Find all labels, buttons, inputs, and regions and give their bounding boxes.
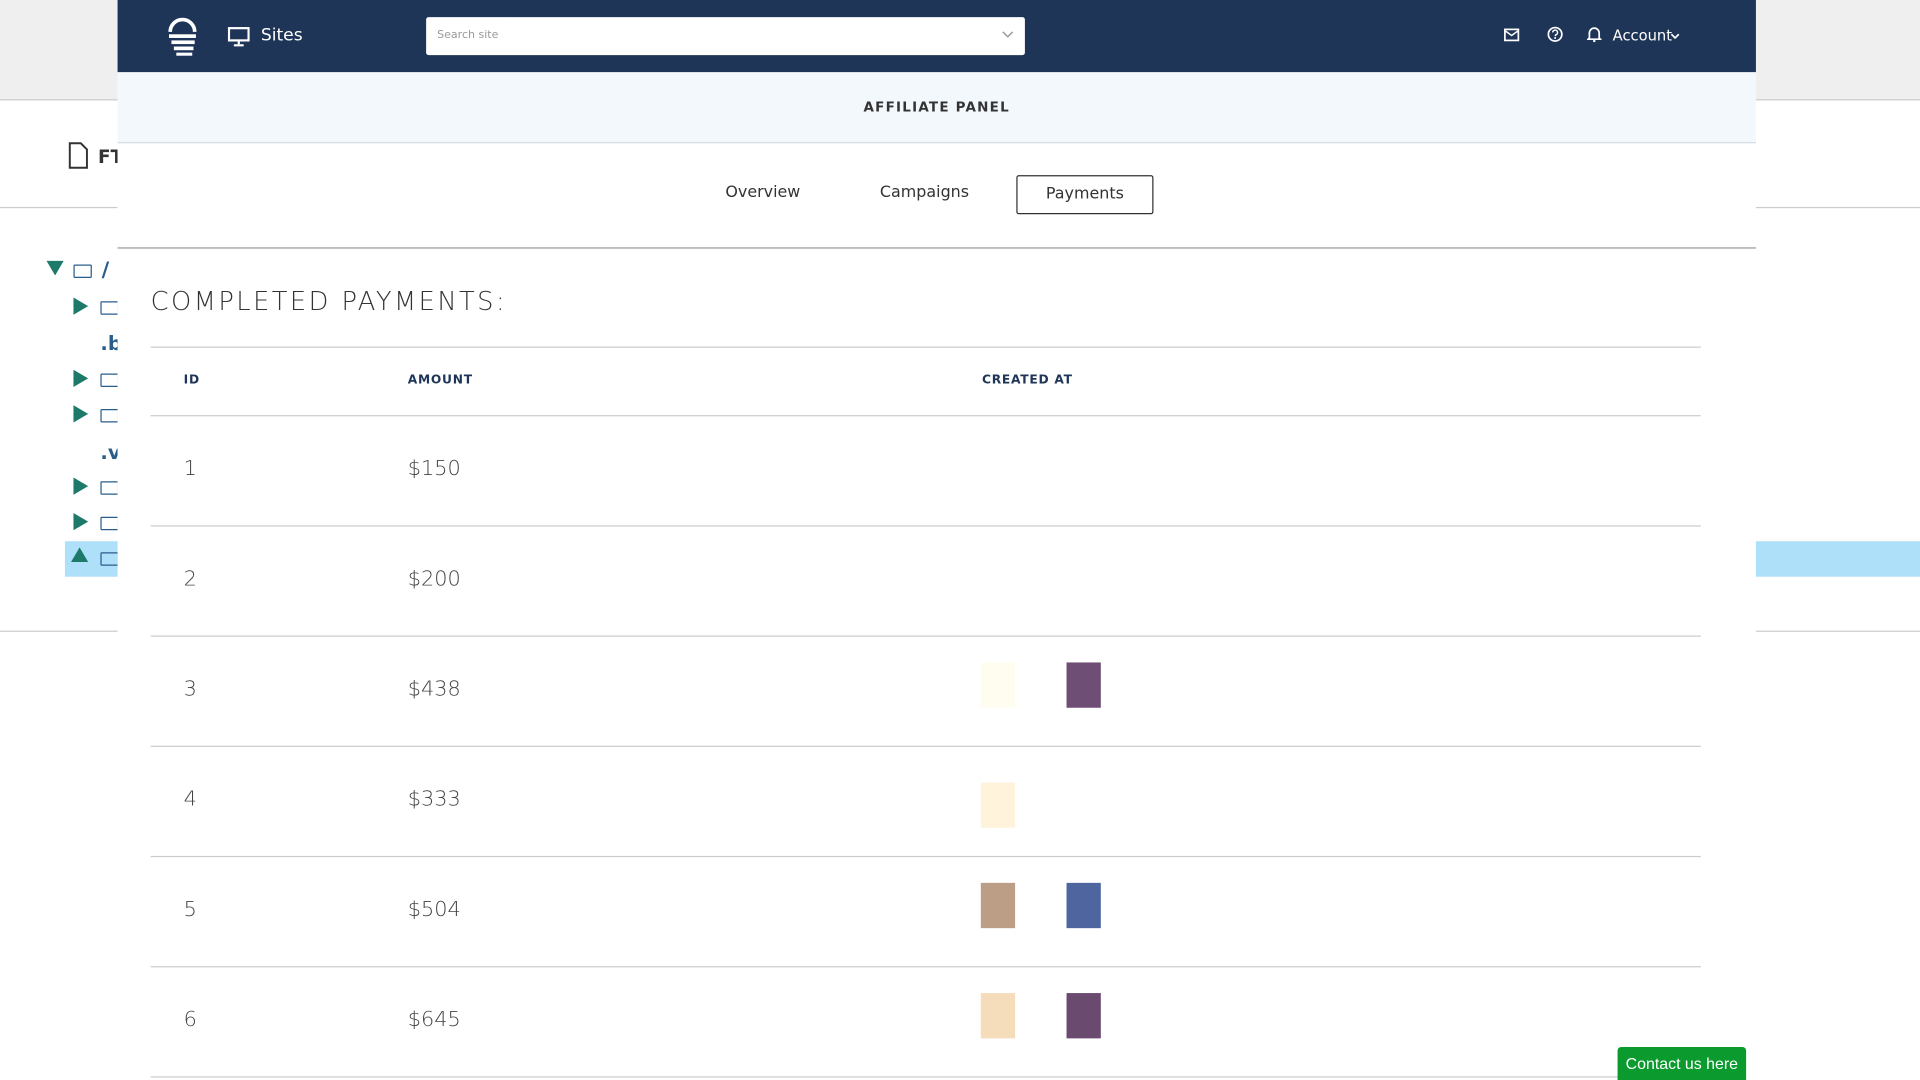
tree-toggle xyxy=(73,513,89,531)
cell-amount: $200 xyxy=(407,566,461,592)
column-header: ID xyxy=(183,373,200,387)
column-header: CREATED AT xyxy=(982,373,1073,387)
tree-toggle xyxy=(73,369,89,387)
cell-id: 2 xyxy=(183,566,197,592)
table-line xyxy=(150,415,1701,417)
table-title: COMPLETED PAYMENTS: xyxy=(150,286,508,316)
tree-toggle xyxy=(46,260,64,276)
swatch xyxy=(980,662,1016,708)
file-icon xyxy=(68,142,88,169)
swatch xyxy=(1066,993,1101,1039)
tree-label: .b xyxy=(100,331,122,356)
cell-amount: $150 xyxy=(407,456,461,482)
bell-icon[interactable] xyxy=(1586,26,1602,43)
cell-amount: $438 xyxy=(407,677,461,702)
cell-id: 6 xyxy=(183,1007,197,1033)
table-line xyxy=(150,635,1701,637)
tree-toggle xyxy=(71,547,89,563)
cell-id: 1 xyxy=(183,456,197,482)
tab[interactable]: Payments xyxy=(1016,175,1154,215)
column-header: AMOUNT xyxy=(407,373,473,387)
swatch xyxy=(1066,662,1101,708)
table-line xyxy=(150,525,1701,527)
search-box[interactable]: Search site xyxy=(426,17,1025,56)
cell-id: 5 xyxy=(183,897,197,923)
file-title: FT xyxy=(97,145,124,168)
sites-link[interactable]: Sites xyxy=(260,25,303,46)
folder-icon xyxy=(100,552,119,566)
tab[interactable]: Campaigns xyxy=(879,183,970,203)
account-menu[interactable]: Account xyxy=(1612,26,1672,45)
mail-icon[interactable] xyxy=(1504,28,1520,42)
logo[interactable] xyxy=(167,17,199,56)
tree-label: / xyxy=(101,258,110,283)
swatch xyxy=(980,993,1016,1039)
cell-amount: $504 xyxy=(407,897,461,923)
table-line xyxy=(150,1076,1701,1078)
navbar: Sites Search site Account xyxy=(117,0,1756,73)
swatch xyxy=(980,782,1016,828)
folder-icon xyxy=(73,264,92,278)
table-line xyxy=(150,346,1701,348)
account-caret xyxy=(1670,33,1680,40)
cell-id: 4 xyxy=(183,787,197,812)
panel-title: AFFILIATE PANEL xyxy=(863,99,1010,116)
tree-toggle xyxy=(73,405,89,423)
cell-id: 3 xyxy=(183,677,197,702)
folder-icon xyxy=(100,481,119,495)
folder-icon xyxy=(100,301,119,315)
dropdown-icon xyxy=(1002,31,1014,38)
tree-label: .v xyxy=(100,440,121,465)
swatch xyxy=(980,882,1016,929)
cell-amount: $645 xyxy=(407,1007,461,1033)
table-line xyxy=(150,966,1701,968)
folder-icon xyxy=(100,373,119,387)
monitor-icon xyxy=(227,27,250,47)
help-icon[interactable] xyxy=(1547,26,1564,43)
modal: Sites Search site Account AFFILIATE PANE… xyxy=(117,0,1756,1080)
swatch xyxy=(1066,882,1101,929)
folder-icon xyxy=(100,516,119,531)
panel-band: AFFILIATE PANEL xyxy=(117,72,1756,144)
tree-toggle xyxy=(73,477,89,495)
folder-icon xyxy=(100,408,119,423)
divider xyxy=(117,247,1756,249)
contact-button[interactable]: Contact us here xyxy=(1617,1046,1747,1080)
table-line xyxy=(150,745,1701,747)
cell-amount: $333 xyxy=(407,787,461,812)
search-placeholder: Search site xyxy=(437,29,499,42)
tab[interactable]: Overview xyxy=(725,183,801,203)
table-line xyxy=(150,855,1701,858)
tree-toggle xyxy=(73,297,89,315)
